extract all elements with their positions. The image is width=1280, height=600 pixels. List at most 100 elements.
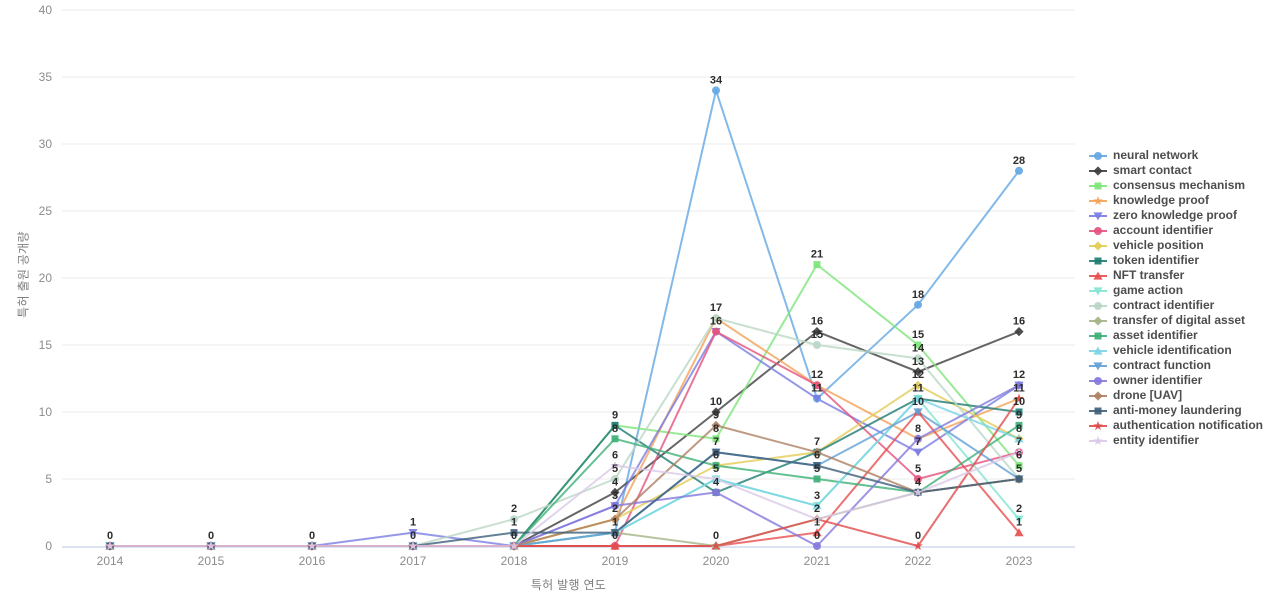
series-line-entity-identifier: [110, 451, 1020, 547]
legend-item-asset-identifier[interactable]: asset identifier: [1088, 328, 1263, 343]
legend-item-game-action[interactable]: game action: [1088, 283, 1263, 298]
legend-item-authentication-notification[interactable]: authentication notification: [1088, 418, 1263, 433]
data-point-marker: [712, 435, 720, 443]
legend-item-knowledge-proof[interactable]: knowledge proof: [1088, 193, 1263, 208]
data-label: 8: [612, 423, 618, 435]
data-label: 4: [915, 476, 922, 488]
y-tick-label: 40: [39, 3, 53, 17]
data-point-marker: [1094, 257, 1102, 264]
x-tick-label: 2015: [198, 554, 225, 568]
y-tick-label: 0: [45, 539, 52, 553]
data-label: 1: [410, 517, 416, 529]
legend-item-entity-identifier[interactable]: entity identifier: [1088, 433, 1263, 448]
data-point-marker: [913, 408, 923, 417]
data-point-marker: [206, 541, 216, 550]
data-label: 6: [1016, 450, 1022, 462]
data-label: 11: [811, 383, 823, 395]
data-point-marker: [610, 514, 620, 524]
data-label: 5: [814, 463, 820, 475]
legend-item-contract-function[interactable]: contract function: [1088, 358, 1263, 373]
legend-label: entity identifier: [1113, 433, 1200, 447]
data-label: 12: [811, 369, 823, 381]
data-point-marker: [812, 395, 822, 403]
data-label: 12: [912, 369, 924, 381]
transfer-of-digital-asset-marker-icon: [1089, 315, 1107, 326]
data-point-marker: [1015, 381, 1023, 390]
x-tick-label: 2019: [602, 554, 629, 568]
data-point-marker: [1014, 528, 1024, 537]
legend-label: owner identifier: [1113, 373, 1203, 387]
legend-label: consensus mechanism: [1113, 178, 1246, 192]
x-tick-label: 2017: [400, 554, 427, 568]
data-point-marker: [1015, 462, 1023, 470]
legend-item-contract-identifier[interactable]: contract identifier: [1088, 298, 1263, 313]
neural-network-marker-icon: [1089, 151, 1107, 160]
entity-identifier-marker-icon: [1089, 435, 1107, 445]
y-tick-label: 25: [39, 204, 53, 218]
data-point-marker: [1014, 434, 1024, 443]
data-label: 0: [511, 530, 517, 542]
y-tick-label: 5: [45, 472, 52, 486]
vehicle-identification-marker-icon: [1089, 346, 1107, 355]
data-label: 0: [309, 530, 315, 542]
data-point-marker: [509, 541, 519, 550]
data-label: 3: [814, 490, 820, 502]
data-label: 2: [511, 503, 517, 515]
data-point-marker: [611, 421, 619, 429]
legend-label: zero knowledge proof: [1113, 208, 1238, 222]
y-tick-label: 30: [39, 137, 53, 151]
legend-item-transfer-of-digital-asset[interactable]: transfer of digital asset: [1088, 313, 1263, 328]
data-point-marker: [813, 462, 821, 470]
legend-item-vehicle-identification[interactable]: vehicle identification: [1088, 343, 1263, 358]
x-tick-label: 2021: [804, 554, 831, 568]
data-label: 5: [1016, 463, 1022, 475]
vehicle-position-marker-icon: [1089, 240, 1107, 251]
data-label: 16: [710, 316, 722, 328]
legend-item-owner-identifier[interactable]: owner identifier: [1088, 373, 1263, 388]
data-point-marker: [1015, 421, 1023, 429]
legend-item-zero-knowledge-proof[interactable]: zero knowledge proof: [1088, 208, 1263, 223]
legend-item-anti-money-laundering[interactable]: anti-money laundering: [1088, 403, 1263, 418]
data-label: 7: [814, 436, 820, 448]
data-label: 3: [612, 490, 618, 502]
data-label: 18: [912, 289, 924, 301]
legend-item-drone-uav[interactable]: drone [UAV]: [1088, 388, 1263, 403]
x-tick-label: 2018: [501, 554, 528, 568]
data-point-marker: [913, 541, 923, 550]
data-label: 4: [713, 476, 720, 488]
legend-item-consensus-mechanism[interactable]: consensus mechanism: [1088, 178, 1263, 193]
legend-label: vehicle identification: [1113, 343, 1232, 357]
data-point-marker: [1015, 475, 1023, 483]
data-point-marker: [812, 528, 822, 537]
data-point-marker: [611, 529, 619, 537]
legend-label: knowledge proof: [1113, 193, 1209, 207]
data-point-marker: [1094, 301, 1102, 310]
data-label: 0: [410, 530, 416, 542]
data-point-marker: [1093, 195, 1103, 205]
data-label: 8: [713, 423, 719, 435]
legend-label: authentication notification: [1113, 418, 1263, 432]
data-point-marker: [610, 460, 620, 470]
data-point-marker: [1093, 165, 1103, 176]
data-point-marker: [1093, 346, 1103, 355]
legend-item-token-identifier[interactable]: token identifier: [1088, 253, 1263, 268]
data-label: 6: [814, 450, 820, 462]
data-label: 7: [713, 436, 719, 448]
data-label: 0: [915, 530, 921, 542]
data-label: 5: [915, 463, 921, 475]
legend-label: drone [UAV]: [1113, 388, 1183, 402]
data-point-marker: [1014, 393, 1024, 403]
data-label: 9: [612, 409, 618, 421]
legend-item-smart-contact[interactable]: smart contact: [1088, 163, 1263, 178]
data-label: 16: [1013, 316, 1025, 328]
contract-function-marker-icon: [1089, 361, 1107, 370]
legend-label: contract identifier: [1113, 298, 1215, 312]
legend-item-neural-network[interactable]: neural network: [1088, 148, 1263, 163]
data-point-marker: [712, 488, 720, 497]
legend-item-nft-transfer[interactable]: NFT transfer: [1088, 268, 1263, 283]
legend-item-account-identifier[interactable]: account identifier: [1088, 223, 1263, 238]
owner-identifier-marker-icon: [1089, 376, 1107, 385]
contract-identifier-marker-icon: [1089, 301, 1107, 310]
legend-item-vehicle-position[interactable]: vehicle position: [1088, 238, 1263, 253]
data-point-marker: [1093, 435, 1103, 445]
